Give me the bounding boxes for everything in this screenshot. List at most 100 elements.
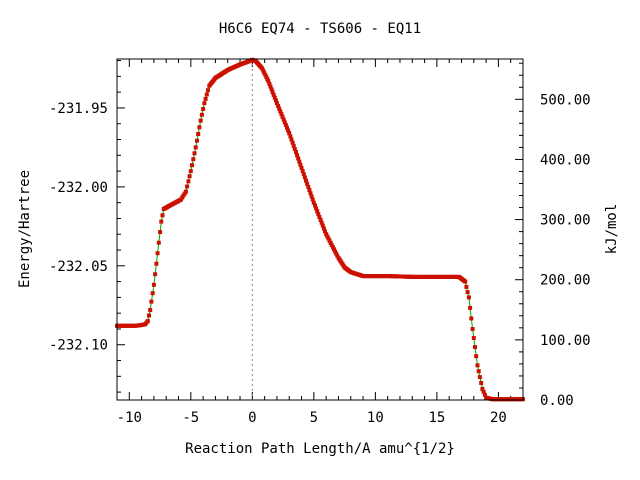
data-point xyxy=(266,79,271,84)
y-tick-label: -232.00 xyxy=(49,180,108,196)
data-point xyxy=(296,156,301,161)
data-point xyxy=(327,238,332,243)
data-point xyxy=(149,299,154,304)
data-point xyxy=(268,84,273,89)
data-point xyxy=(324,232,329,237)
axis-ticks: -10 -5 0 5 10 15 20 -231.95 -232.00 -232.05 -232.1… xyxy=(49,59,591,426)
data-point xyxy=(280,114,285,119)
y2-tick-label: 400.00 xyxy=(540,152,591,168)
data-point xyxy=(290,140,295,145)
y2-tick-label: 300.00 xyxy=(540,213,591,229)
chart-title: H6C6 EQ74 - TS606 - EQ11 xyxy=(219,21,421,37)
data-point xyxy=(156,240,161,245)
data-point xyxy=(306,184,311,189)
data-point xyxy=(298,162,303,167)
data-point xyxy=(187,174,192,179)
data-point xyxy=(158,230,163,235)
data-point xyxy=(150,291,155,296)
data-point xyxy=(148,308,153,312)
data-point xyxy=(333,249,338,254)
data-point xyxy=(288,134,293,139)
data-point xyxy=(335,253,340,258)
data-point xyxy=(323,229,327,234)
data-point xyxy=(480,386,485,391)
data-point xyxy=(274,101,279,106)
data-point xyxy=(304,178,308,183)
plot-area xyxy=(115,57,525,402)
y-axis-label: Energy/Hartree xyxy=(17,170,33,288)
data-point xyxy=(273,98,278,103)
y2-tick-label: 500.00 xyxy=(540,92,591,108)
data-point xyxy=(203,96,208,101)
data-point xyxy=(330,245,335,250)
x-tick-label: -5 xyxy=(182,410,199,426)
y2-tick-label: 200.00 xyxy=(540,273,591,289)
x-tick-label: -10 xyxy=(117,410,142,426)
x-tick-label: 20 xyxy=(490,410,507,426)
data-point xyxy=(190,163,194,168)
data-point xyxy=(269,87,274,92)
data-point xyxy=(183,189,188,194)
data-point xyxy=(328,240,333,245)
y2-tick-label: 0.00 xyxy=(540,393,574,409)
data-point xyxy=(292,147,297,151)
data-point xyxy=(192,151,197,156)
data-point xyxy=(191,157,196,162)
data-point xyxy=(294,150,298,155)
data-point xyxy=(262,70,267,75)
data-point xyxy=(477,375,482,380)
data-point xyxy=(326,236,331,241)
data-point xyxy=(204,92,209,97)
data-point xyxy=(186,179,191,184)
data-point xyxy=(300,169,305,174)
data-point xyxy=(482,392,487,397)
data-point xyxy=(265,77,270,81)
data-point xyxy=(278,109,283,114)
data-point xyxy=(206,88,210,93)
data-point xyxy=(289,137,294,142)
data-point xyxy=(466,295,471,300)
data-point xyxy=(317,215,322,219)
data-point xyxy=(276,103,281,108)
data-point xyxy=(193,145,198,150)
data-point xyxy=(321,226,326,231)
data-point xyxy=(307,188,312,192)
data-point xyxy=(316,212,321,217)
y-tick-label: -231.95 xyxy=(49,101,108,117)
data-point xyxy=(147,313,151,318)
data-point xyxy=(297,159,302,164)
x-tick-label: 0 xyxy=(248,410,256,426)
data-point xyxy=(332,247,336,252)
x-tick-label: 15 xyxy=(428,410,445,426)
data-point xyxy=(145,319,150,324)
data-point xyxy=(465,290,470,295)
data-point xyxy=(479,381,484,385)
data-point xyxy=(325,234,330,239)
data-point xyxy=(277,106,282,111)
data-point xyxy=(188,169,193,174)
data-point xyxy=(475,363,480,368)
y-tick-label: -232.05 xyxy=(49,259,108,275)
data-point xyxy=(308,191,313,196)
data-point xyxy=(155,251,160,256)
data-point xyxy=(291,143,296,148)
data-point xyxy=(281,117,286,122)
data-point xyxy=(151,282,156,287)
y2-tick-label: 100.00 xyxy=(540,333,591,349)
data-point xyxy=(464,284,469,289)
data-point xyxy=(302,175,307,180)
data-point xyxy=(263,72,268,77)
data-point xyxy=(198,118,203,123)
data-point xyxy=(185,184,190,189)
data-point xyxy=(310,197,315,202)
data-point xyxy=(287,131,292,136)
x-axis-label: Reaction Path Length/A amu^{1/2} xyxy=(185,441,455,457)
series-line xyxy=(117,59,523,400)
data-point xyxy=(267,81,272,86)
data-point xyxy=(299,165,304,170)
data-point xyxy=(474,354,479,359)
data-point xyxy=(282,120,287,125)
data-point xyxy=(473,345,477,350)
data-point xyxy=(305,181,310,186)
